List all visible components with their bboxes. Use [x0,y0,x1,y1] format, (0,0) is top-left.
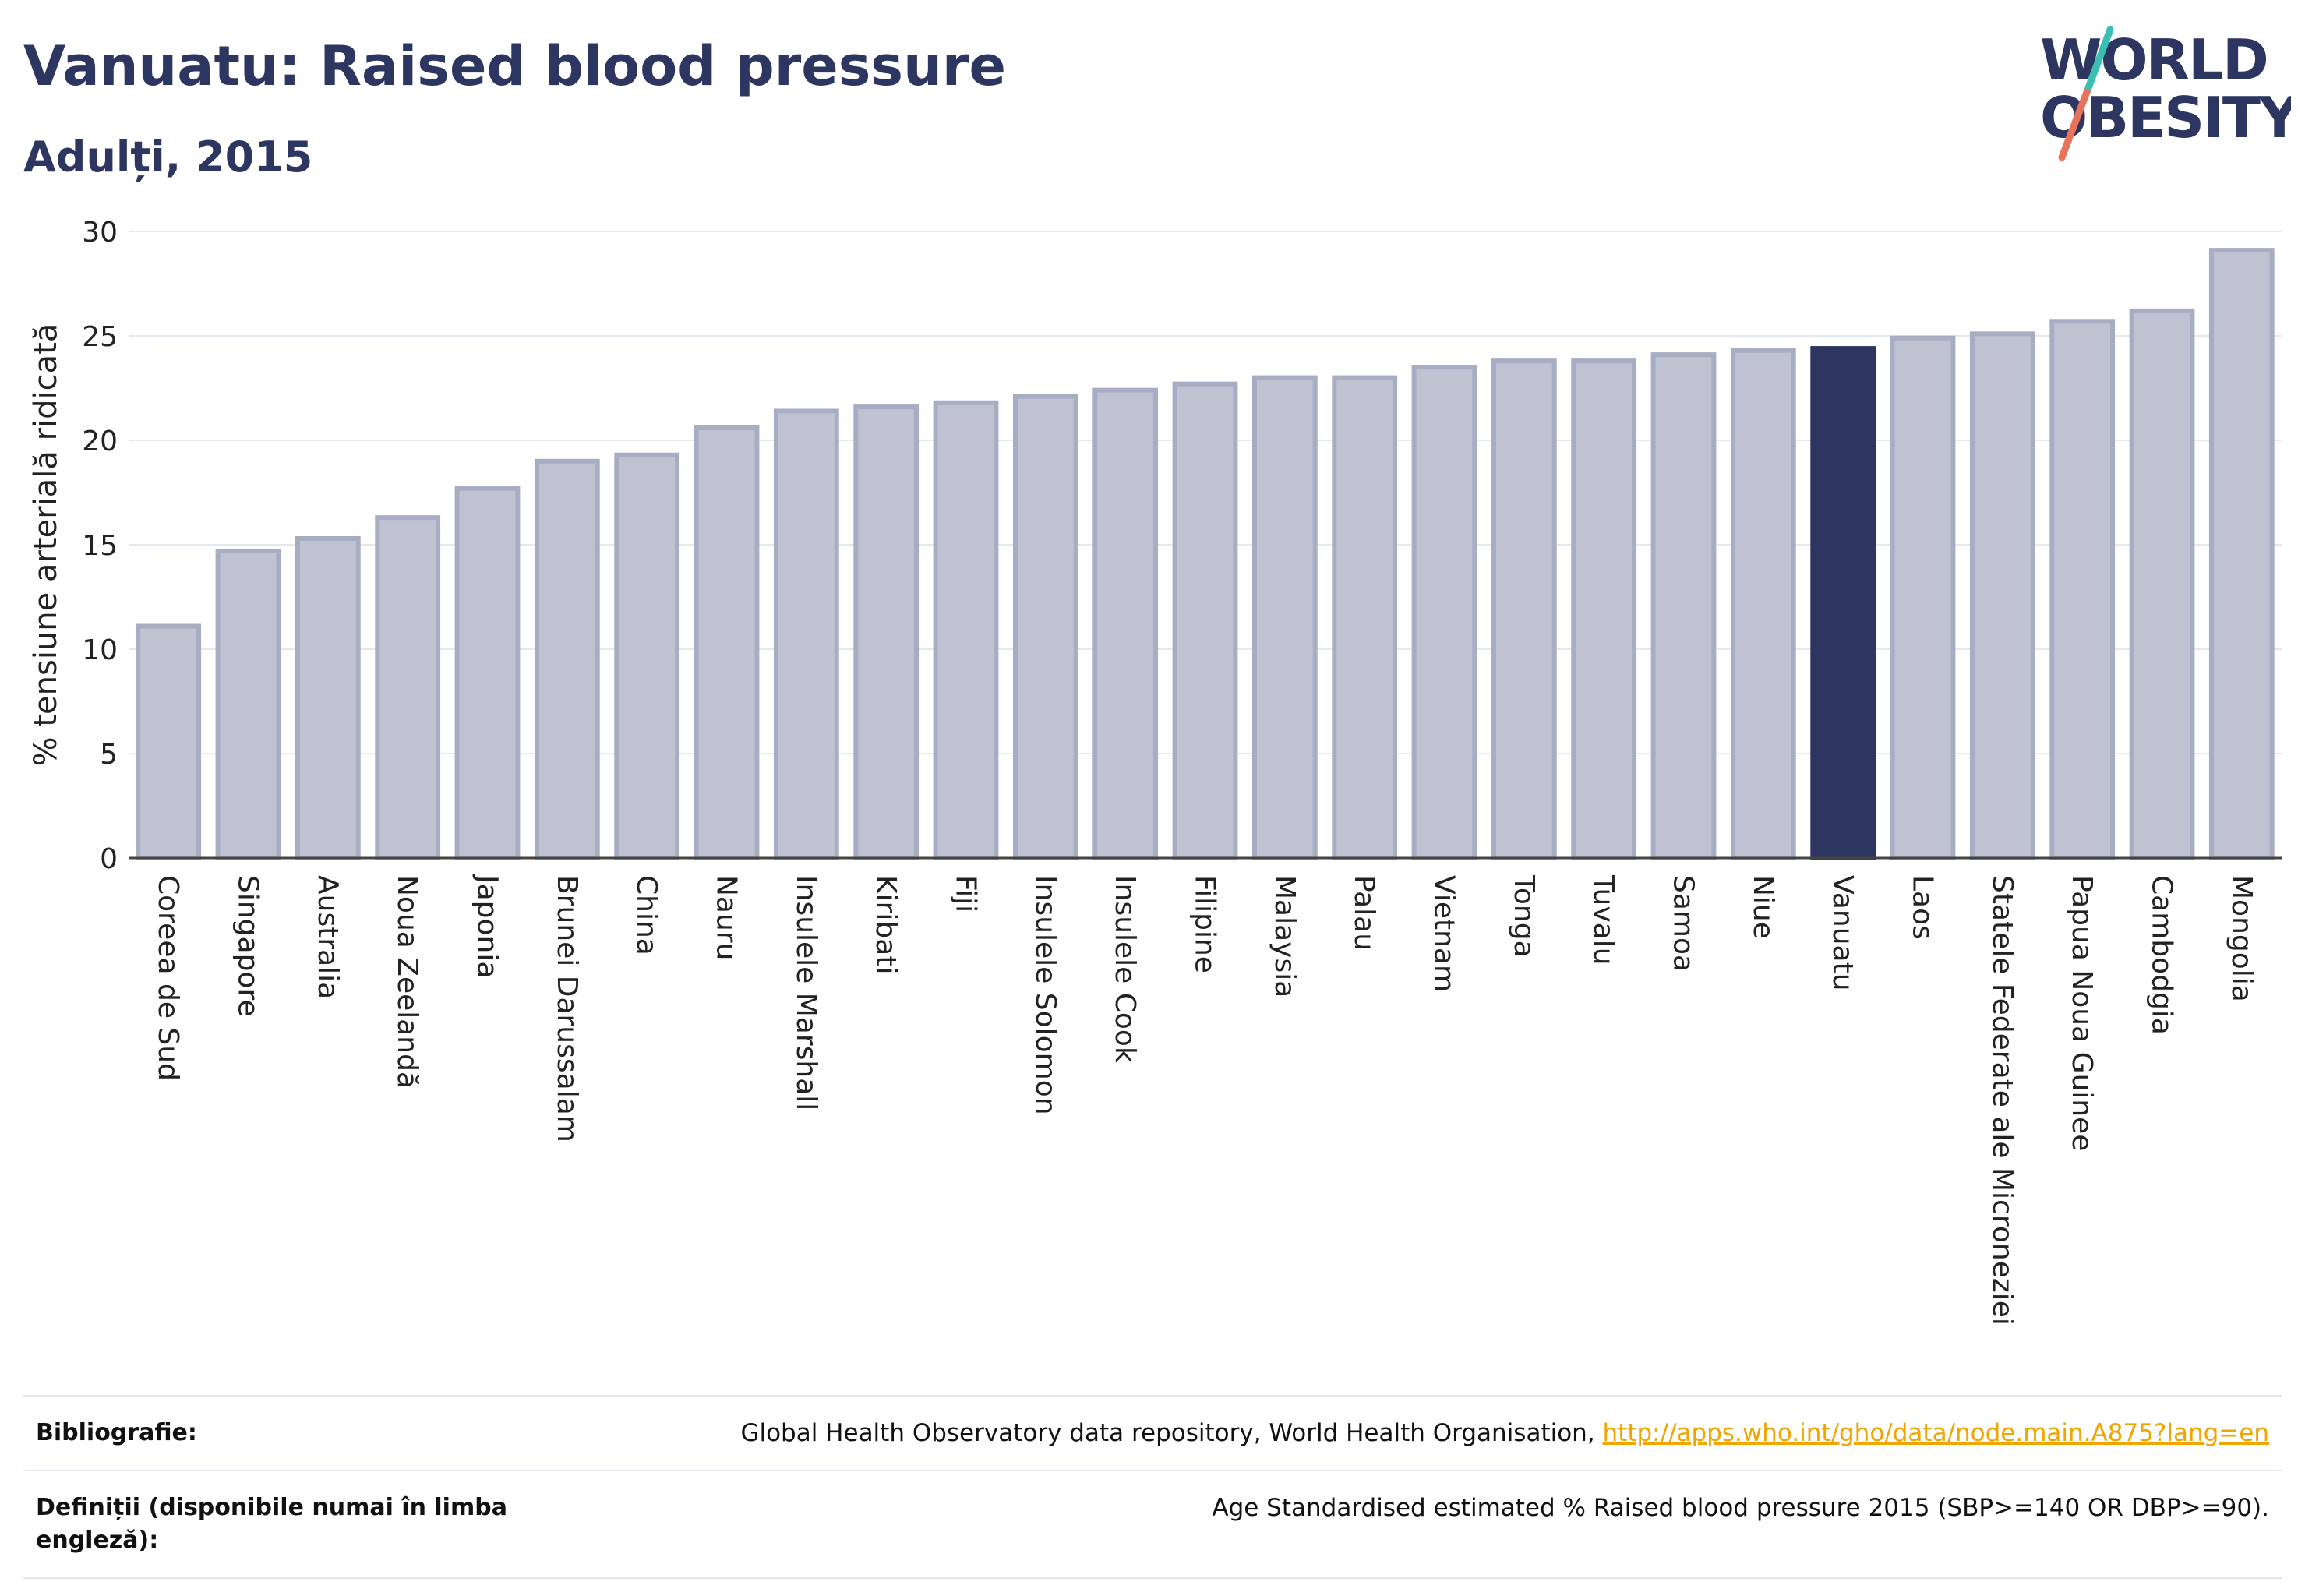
bar-insulele-solomon [1012,394,1078,861]
x-tick-label: Coreea de Sud [152,875,184,1081]
bar-palau [1332,375,1398,861]
bar-malaysia [1251,375,1318,861]
x-tick-label: Australia [312,875,344,999]
x-tick-label: Japonia [471,874,503,978]
x-tick-label: Papua Noua Guinee [2066,875,2098,1151]
bar-insulele-cook [1092,387,1159,860]
bar-vietnam [1411,365,1477,860]
definitions-row: Definiții (disponibile numai în limba en… [23,1471,2282,1578]
x-tick-label: Insulele Cook [1109,875,1141,1063]
y-tick-label: 30 [82,217,118,249]
x-tick-label: Fiji [950,875,982,913]
bar-coreea-de-sud [136,623,202,861]
bar-tonga [1491,358,1557,861]
page-title: Vanuatu: Raised blood pressure [23,34,1006,98]
bar-vanuatu [1810,346,1876,860]
bar-statele-federate-ale-microneziei [1969,331,2035,860]
x-tick-label: Brunei Darussalam [551,875,583,1142]
x-tick-label: Nauru [711,875,743,960]
bars [136,248,2275,861]
y-axis-ticks: 0 5 10 15 20 25 30 [82,217,118,875]
logo-slash-bottom [2058,88,2091,161]
bibliography-label: Bibliografie: [36,1419,197,1446]
world-obesity-logo: WORLD OBESITY [2040,26,2291,161]
bar-japonia [454,486,521,860]
x-tick-label: Insulele Marshall [790,875,822,1110]
x-tick-label: Singapore [232,875,264,1017]
x-tick-label: Insulele Solomon [1029,875,1061,1115]
bar-mongolia [2208,248,2275,860]
bar-tuvalu [1571,358,1637,861]
y-tick-label: 5 [100,739,118,771]
y-tick-label: 0 [100,843,118,875]
x-tick-label: Laos [1907,875,1939,940]
bar-nauru [694,425,760,860]
logo-slash-top [2083,26,2114,96]
logo-line1: WORLD [2040,27,2268,93]
x-tick-label: Cambodgia [2146,875,2178,1035]
y-tick-label: 15 [82,530,118,562]
bar-kiribati [853,404,920,860]
x-axis-labels: Coreea de Sud Singapore Australia Noua Zeel… [152,874,2257,1326]
y-axis-label: % tensiune arterială ridicată [28,323,64,767]
bibliography-row: Bibliografie: Global Health Observatory … [23,1396,2282,1471]
y-tick-label: 25 [82,321,118,353]
bar-fiji [933,400,999,860]
x-tick-label: Niue [1747,875,1779,939]
y-tick-label: 10 [82,634,118,666]
x-tick-label: Vietnam [1428,875,1460,992]
x-tick-label: Tonga [1508,874,1540,958]
x-tick-label: Palau [1348,875,1380,951]
x-tick-label: Mongolia [2226,875,2257,1002]
definitions-label: Definiții (disponibile numai în limba en… [36,1494,507,1554]
x-tick-label: Kiribati [870,875,902,974]
bibliography-link[interactable]: http://apps.who.int/gho/data/node.main.A… [1602,1419,2269,1447]
bar-filipine [1172,381,1238,860]
bibliography-value: Global Health Observatory data repositor… [531,1396,2282,1471]
bibliography-text: Global Health Observatory data repositor… [740,1419,1603,1447]
page-subtitle: Adulți, 2015 [23,132,313,182]
x-tick-label: China [630,875,662,955]
x-tick-label: Malaysia [1269,875,1301,998]
bar-samoa [1650,352,1717,860]
bar-china [614,452,680,860]
x-tick-label: Statele Federate ale Microneziei [1986,875,2018,1326]
y-tick-label: 20 [82,425,118,457]
bar-niue [1730,348,1796,860]
x-tick-label: Tuvalu [1587,874,1619,966]
footer-table: Bibliografie: Global Health Observatory … [23,1395,2282,1579]
bar-papua-noua-guinee [2049,319,2116,860]
bar-noua-zeeland- [375,515,441,860]
bar-brunei-darussalam [534,458,600,860]
bar-insulele-marshall [773,408,839,860]
x-tick-label: Vanuatu [1827,875,1858,991]
bar-singapore [215,549,281,860]
bar-cambodgia [2129,308,2195,860]
bar-australia [295,535,361,861]
bar-chart: 0 5 10 15 20 25 30 Coreea de Sud Singapore Austr… [28,217,2282,1326]
definitions-value: Age Standardised estimated % Raised bloo… [1212,1494,2269,1522]
bar-laos [1890,335,1956,860]
x-tick-label: Filipine [1189,875,1221,973]
x-tick-label: Noua Zeelandă [391,875,423,1089]
x-tick-label: Samoa [1668,875,1700,972]
